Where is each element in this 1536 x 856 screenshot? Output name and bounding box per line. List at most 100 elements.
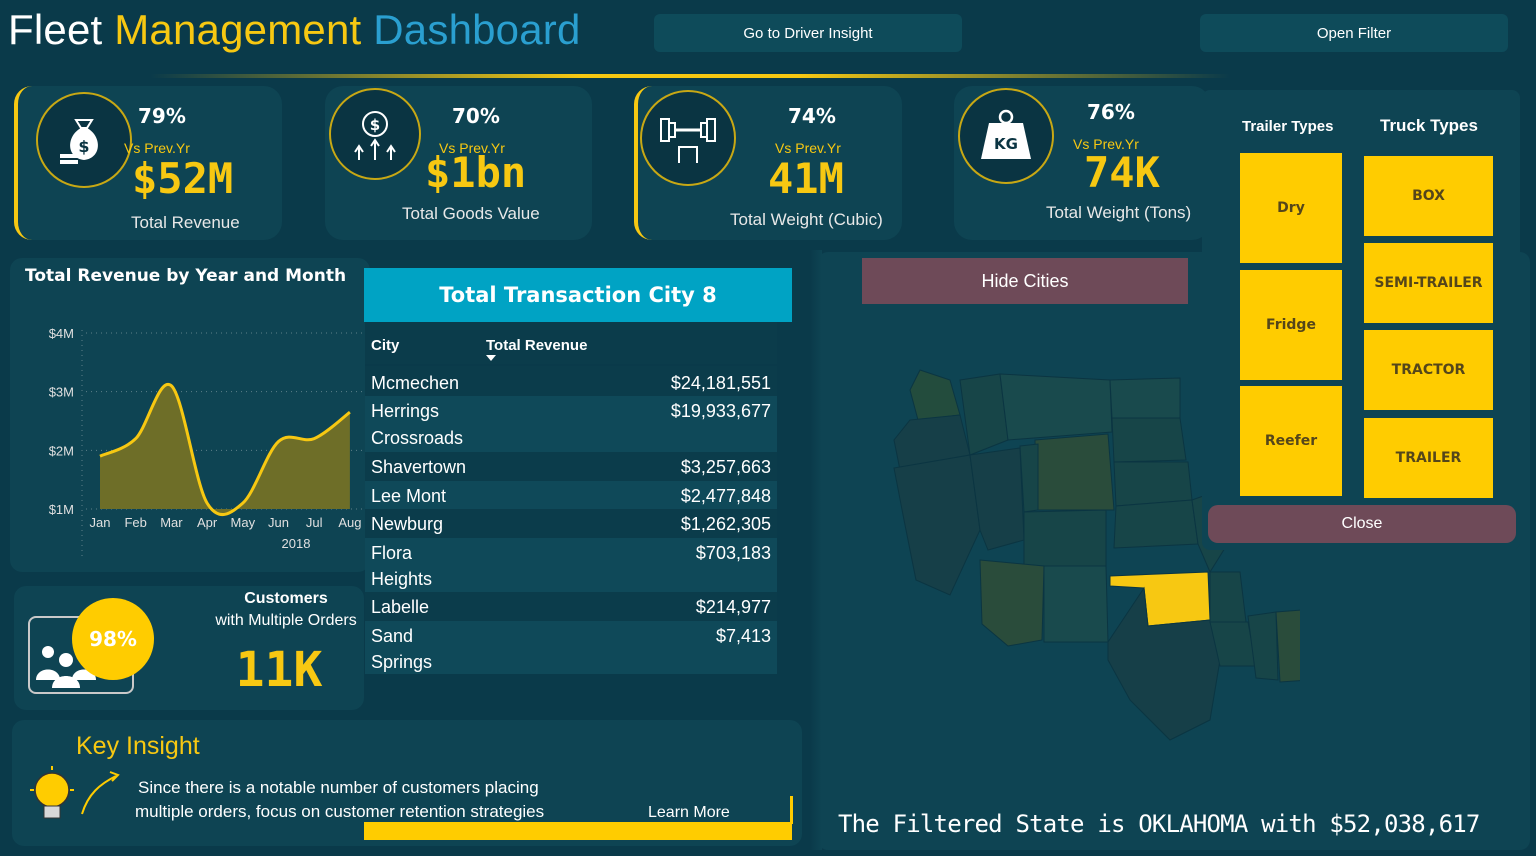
trailer-type-dry[interactable]: Dry (1240, 153, 1342, 263)
kpi-label: Total Revenue (131, 213, 240, 232)
kpi-vs-label: Vs Prev.Yr (1073, 136, 1139, 152)
lightbulb-icon (30, 766, 120, 819)
table-row[interactable]: Labelle $214,977 (365, 592, 777, 621)
go-to-driver-insight-button[interactable]: Go to Driver Insight (654, 14, 962, 52)
y-tick-label: $3M (49, 385, 74, 400)
revenue-line[interactable] (99, 382, 351, 516)
x-tick-label: Aug (338, 515, 361, 530)
filtered-state-caption: The Filtered State is OKLAHOMA with $52,… (838, 810, 1480, 838)
trailer-types-title: Trailer Types (1242, 118, 1334, 135)
close-filter-button[interactable]: Close (1208, 505, 1516, 543)
kpi-label: Total Goods Value (402, 204, 540, 223)
city-name: Newburg (371, 514, 444, 534)
svg-text:$: $ (370, 116, 380, 134)
table-row[interactable]: Mcmechen $24,181,551 (365, 368, 777, 396)
truck-types-title: Truck Types (1380, 116, 1478, 135)
page-title: Fleet Management Dashboard (8, 6, 581, 54)
open-filter-button[interactable]: Open Filter (1200, 14, 1508, 52)
kpi-pct: 76% (1087, 100, 1135, 124)
kpi-label: Total Weight (Cubic) (730, 210, 883, 229)
title-word-3: Dashboard (373, 6, 581, 53)
title-word-1: Fleet (8, 6, 103, 53)
y-tick-label: $1M (49, 502, 74, 517)
us-states-map[interactable] (880, 360, 1300, 760)
kpi-value: 74K (1084, 148, 1160, 197)
table-row[interactable]: Sand Springs $7,413 (365, 621, 777, 674)
city-name: Shavertown (371, 457, 467, 477)
city-name-line2: Crossroads (371, 428, 464, 448)
kpi-vs-label: Vs Prev.Yr (439, 140, 505, 156)
city-name: Herrings (371, 401, 440, 421)
kpi-accent-arc (14, 86, 54, 240)
city-revenue: $703,183 (695, 543, 771, 563)
kpi-vs-label: Vs Prev.Yr (124, 140, 190, 156)
city-table-title: Total Transaction City 8 (364, 268, 792, 322)
city-name: Mcmechen (371, 373, 460, 393)
key-insight-line-1: Since there is a notable number of custo… (138, 778, 539, 797)
city-revenue: $24,181,551 (670, 373, 771, 393)
header-divider (150, 74, 1230, 78)
revenue-area-fill (100, 384, 350, 515)
table-row[interactable]: Lee Mont $2,477,848 (365, 481, 777, 509)
city-name-line2: Springs (371, 652, 433, 672)
city-revenue: $2,477,848 (680, 486, 771, 506)
table-row[interactable]: Herrings Crossroads $19,933,677 (365, 396, 777, 452)
column-city[interactable]: City (371, 337, 400, 354)
customers-subtitle: with Multiple Orders (215, 612, 357, 629)
kpi-vs-label: Vs Prev.Yr (775, 140, 841, 156)
city-revenue: $19,933,677 (670, 401, 771, 421)
city-revenue: $3,257,663 (680, 457, 771, 477)
kpi-card-total-weight-cubic: 74% Vs Prev.Yr 41M Total Weight (Cubic) (634, 86, 902, 240)
truck-type-semi-trailer[interactable]: SEMI-TRAILER (1364, 243, 1493, 323)
y-tick-label: $2M (49, 443, 74, 458)
kpi-accent-arc (634, 86, 674, 240)
city-revenue: $214,977 (695, 597, 771, 617)
trailer-type-fridge[interactable]: Fridge (1240, 270, 1342, 380)
table-row[interactable]: Flora Heights $703,183 (365, 538, 777, 592)
customers-value: 11K (235, 642, 323, 698)
truck-type-box[interactable]: BOX (1364, 156, 1493, 236)
svg-text:KG: KG (994, 135, 1018, 153)
kpi-card-total-weight-tons: KG 76% Vs Prev.Yr 74K Total Weight (Tons… (954, 86, 1210, 240)
dumbbell-icon (640, 90, 736, 186)
kpi-value: $1bn (425, 148, 527, 197)
kpi-label: Total Weight (Tons) (1046, 203, 1192, 222)
city-name: Lee Mont (371, 486, 447, 506)
customers-pct: 98% (89, 627, 137, 651)
kpi-value: $52M (132, 154, 234, 203)
kpi-pct: 74% (788, 104, 836, 128)
table-row[interactable]: Newburg $1,262,305 (365, 509, 777, 538)
kpi-card-total-goods-value: $ 70% Vs Prev.Yr $1bn Total Goods Value (325, 86, 592, 240)
money-bag-icon: $ (36, 92, 132, 188)
x-tick-label: Jun (268, 515, 289, 530)
trailer-type-reefer[interactable]: Reefer (1240, 386, 1342, 496)
truck-type-trailer[interactable]: TRAILER (1364, 418, 1493, 498)
svg-text:$: $ (78, 137, 89, 156)
table-row[interactable]: Shavertown $3,257,663 (365, 452, 777, 481)
column-total-revenue[interactable]: Total Revenue (486, 337, 588, 354)
key-insight-title: Key Insight (76, 732, 200, 760)
kpi-pct: 79% (138, 104, 186, 128)
city-name-line2: Heights (371, 569, 433, 589)
truck-type-tractor[interactable]: TRACTOR (1364, 330, 1493, 410)
city-name: Labelle (371, 597, 430, 617)
city-name: Sand (371, 626, 414, 646)
revenue-chart-panel (10, 258, 370, 572)
hide-cities-button[interactable]: Hide Cities (862, 258, 1188, 304)
kg-weight-icon: KG (958, 88, 1054, 184)
dollar-growth-icon: $ (329, 88, 421, 180)
learn-more-bar (364, 822, 792, 840)
x-group-label: 2018 (282, 536, 311, 551)
map-panel-edge (810, 250, 822, 850)
kpi-value: 41M (768, 154, 844, 203)
learn-more-link[interactable]: Learn More (648, 804, 730, 821)
city-revenue: $7,413 (715, 626, 771, 646)
key-insight-line-2: multiple orders, focus on customer reten… (135, 802, 545, 821)
customers-title: Customers (244, 590, 328, 607)
kpi-pct: 70% (452, 104, 500, 128)
x-tick-label: May (231, 515, 256, 530)
x-tick-label: Jul (306, 515, 323, 530)
x-tick-label: Apr (197, 515, 218, 530)
customers-pct-circle: 98% (72, 598, 154, 680)
x-tick-label: Feb (124, 515, 146, 530)
